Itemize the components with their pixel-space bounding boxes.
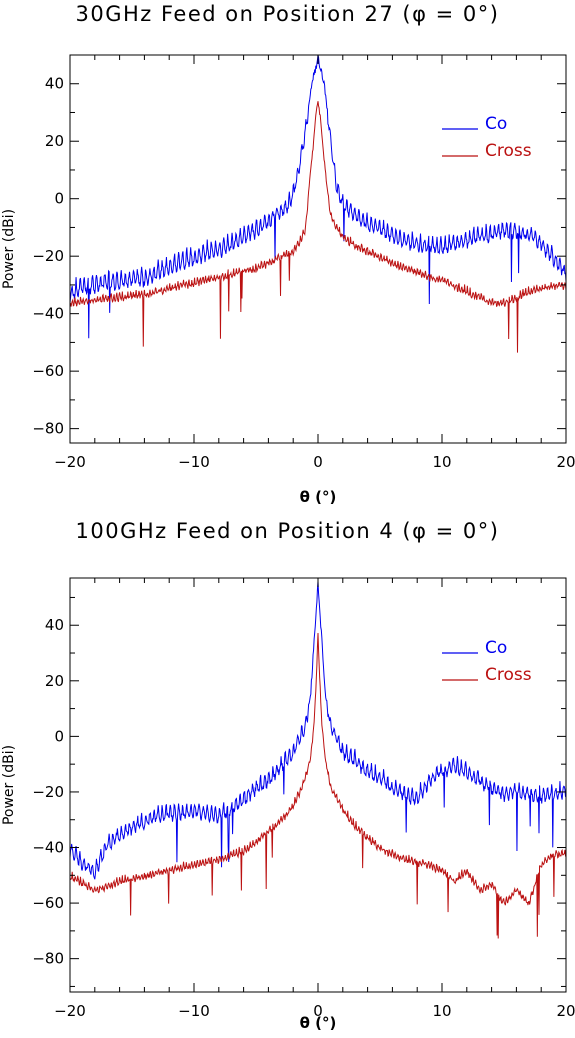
y-tick-label: 40 [45, 616, 64, 634]
chart-title-100ghz: 100GHz Feed on Position 4 (φ = 0°) [75, 519, 500, 543]
y-tick-label: −40 [32, 839, 64, 857]
legend-label-co: Co [485, 114, 507, 134]
legend-label-cross: Cross [485, 141, 532, 161]
legend-label-cross: Cross [485, 665, 532, 685]
y-tick-label: −80 [32, 420, 64, 438]
x-tick-label: 10 [432, 1002, 451, 1020]
x-axis-label: θ (°) [300, 488, 337, 506]
x-tick-label: 0 [313, 1002, 323, 1020]
chart-panel-0: −20 −10 0 10 20 −80 −60 −40 −20 0 20 40 θ (°) Power (… [1, 54, 575, 506]
y-tick-label: −60 [32, 362, 64, 380]
series-line-cross [70, 633, 566, 939]
y-tick-label: 0 [54, 727, 64, 745]
x-tick-label: 0 [313, 453, 323, 471]
x-tick-label: −10 [178, 1002, 210, 1020]
y-tick-label: −20 [32, 247, 64, 265]
x-tick-label: 20 [556, 453, 575, 471]
y-tick-label: −80 [32, 950, 64, 968]
y-tick-label: 20 [45, 132, 64, 150]
series-line-cross [70, 101, 566, 353]
y-tick-label: 20 [45, 672, 64, 690]
y-tick-label: −20 [32, 783, 64, 801]
y-tick-label: −60 [32, 894, 64, 912]
y-tick-label: 0 [54, 190, 64, 208]
chart-panel-1: −20 −10 0 10 20 −80 −60 −40 −20 0 20 40 θ (°) Power (… [1, 577, 575, 1032]
x-axis-label: θ (°) [300, 1014, 337, 1032]
series-line-co [70, 55, 566, 339]
y-tick-label: 40 [45, 75, 64, 93]
y-axis-label: Power (dBi) [1, 745, 17, 825]
legend-label-co: Co [485, 638, 507, 658]
x-tick-label: −20 [54, 453, 86, 471]
x-tick-label: −20 [54, 1002, 86, 1020]
y-tick-label: −40 [32, 305, 64, 323]
x-tick-label: 10 [432, 453, 451, 471]
y-axis-label: Power (dBi) [1, 209, 17, 289]
series-line-co [70, 581, 566, 880]
x-tick-label: −10 [178, 453, 210, 471]
x-tick-label: 20 [556, 1002, 575, 1020]
chart-title-30ghz: 30GHz Feed on Position 27 (φ = 0°) [75, 2, 500, 26]
